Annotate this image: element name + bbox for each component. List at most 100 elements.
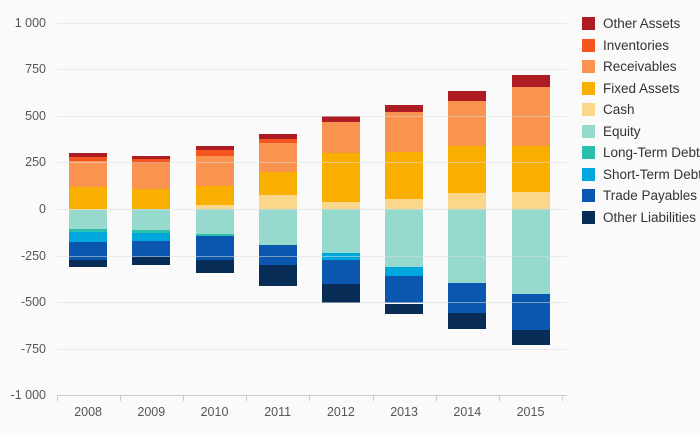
legend-label: Equity [603, 123, 641, 139]
bar-segment-2010-fixed-assets[interactable] [195, 186, 234, 205]
bar-segment-2008-fixed-assets[interactable] [69, 187, 108, 209]
bar-segment-2009-other-liabilities[interactable] [132, 257, 171, 265]
bar-segment-2014-receivables[interactable] [448, 101, 487, 146]
bar-segment-2012-receivables[interactable] [321, 122, 360, 154]
bar-segment-2014-other-assets[interactable] [448, 91, 487, 102]
bar-segment-2009-short-term-debt[interactable] [132, 232, 171, 242]
bar-segment-2014-equity[interactable] [448, 209, 487, 284]
legend-item-cash[interactable]: Cash [582, 103, 700, 116]
bar-segment-2015-other-liabilities[interactable] [511, 329, 550, 345]
bar-segment-2010-trade-payables[interactable] [195, 236, 234, 261]
y-axis-tick-label: 250 [25, 155, 46, 170]
bar-segment-2015-cash[interactable] [511, 192, 550, 209]
bar-segment-2014-cash[interactable] [448, 193, 487, 209]
bar-segment-2010-inventories[interactable] [195, 149, 234, 156]
bar-segment-2012-other-liabilities[interactable] [321, 284, 360, 304]
legend-swatch-equity [582, 124, 595, 138]
bar-segment-2011-fixed-assets[interactable] [258, 172, 297, 195]
bar-segment-2010-receivables[interactable] [195, 155, 234, 187]
legend-item-other-liabilities[interactable]: Other Liabilities [582, 209, 700, 225]
bar-segment-2013-equity[interactable] [385, 209, 424, 267]
bar-segment-2012-fixed-assets[interactable] [321, 153, 360, 202]
x-axis-tick [246, 395, 248, 402]
bar-segment-2008-long-term-debt[interactable] [69, 228, 108, 233]
y-axis-tick-label: 0 [39, 202, 46, 216]
bar-segment-2011-equity[interactable] [258, 209, 297, 245]
bar-segment-2015-trade-payables[interactable] [511, 293, 550, 330]
bar-segment-2011-inventories[interactable] [258, 139, 297, 144]
bar-segment-2010-other-assets[interactable] [195, 145, 234, 150]
bar-segment-2009-other-assets[interactable] [132, 155, 171, 159]
bar-segment-2013-cash[interactable] [385, 198, 424, 209]
bar-segment-2013-trade-payables[interactable] [385, 276, 424, 304]
bar-segment-2012-other-assets[interactable] [321, 116, 360, 123]
gridline [57, 348, 567, 350]
bar-segment-2009-equity[interactable] [132, 209, 171, 231]
legend-label: Cash [603, 102, 635, 117]
bar-segment-2008-trade-payables[interactable] [69, 241, 108, 260]
legend-item-other-assets[interactable]: Other Assets [582, 17, 700, 30]
bar-segment-2009-inventories[interactable] [132, 158, 171, 163]
legend-item-fixed-assets[interactable]: Fixed Assets [582, 80, 700, 96]
bar-segment-2012-cash[interactable] [321, 201, 360, 209]
x-axis-tick [56, 395, 58, 402]
legend-label: Inventories [603, 37, 670, 53]
bar-segment-2008-other-assets[interactable] [69, 153, 108, 157]
bar-segment-2009-long-term-debt[interactable] [132, 230, 171, 233]
bar-segment-2011-trade-payables[interactable] [258, 244, 297, 265]
bar-segment-2009-fixed-assets[interactable] [132, 188, 171, 209]
bar-segment-2013-fixed-assets[interactable] [385, 151, 424, 199]
bar-segment-2009-receivables[interactable] [132, 162, 171, 189]
bar-segment-2011-other-liabilities[interactable] [258, 264, 297, 287]
bar-segment-2011-cash[interactable] [258, 194, 297, 209]
legend-label: Fixed Assets [603, 80, 680, 96]
x-axis-tick [435, 395, 437, 402]
bar-segment-2010-equity[interactable] [195, 209, 234, 234]
x-axis-tick [309, 395, 311, 402]
gridline [57, 162, 567, 164]
bar-segment-2010-long-term-debt[interactable] [195, 233, 234, 237]
legend-item-inventories[interactable]: Inventories [582, 37, 700, 53]
legend-item-long-term-debt[interactable]: Long-Term Debt [582, 146, 700, 159]
y-axis-tick-label: -750 [20, 341, 46, 356]
gridline [57, 115, 567, 117]
legend-item-equity[interactable]: Equity [582, 123, 700, 139]
legend-swatch-cash [582, 103, 595, 116]
bar-segment-2008-short-term-debt[interactable] [69, 232, 108, 242]
legend-label: Other Liabilities [603, 209, 697, 225]
y-axis-tick-label: 1 000 [14, 15, 46, 30]
bar-segment-2011-other-assets[interactable] [258, 134, 297, 140]
bar-segment-2015-other-assets[interactable] [511, 74, 550, 87]
bar-segment-2012-short-term-debt[interactable] [321, 253, 360, 261]
bar-segment-2015-equity[interactable] [511, 209, 550, 294]
bar-segment-2012-trade-payables[interactable] [321, 260, 360, 285]
bar-segment-2012-equity[interactable] [321, 209, 360, 254]
legend-swatch-fixed-assets [582, 81, 595, 95]
legend-label: Short-Term Debt [603, 166, 700, 182]
bar-segment-2013-other-liabilities[interactable] [385, 303, 424, 314]
bar-segment-2010-other-liabilities[interactable] [195, 260, 234, 273]
gridline [57, 22, 567, 24]
bar-segment-2008-inventories[interactable] [69, 156, 108, 162]
bar-segment-2008-other-liabilities[interactable] [69, 259, 108, 268]
bar-segment-2014-fixed-assets[interactable] [448, 145, 487, 194]
bar-segment-2015-fixed-assets[interactable] [511, 145, 550, 193]
x-axis-tick [119, 395, 121, 402]
gridline [57, 302, 567, 304]
bar-segment-2009-trade-payables[interactable] [132, 241, 171, 258]
legend-swatch-other-liabilities [582, 210, 595, 224]
bar-segment-2014-trade-payables[interactable] [448, 283, 487, 313]
bar-segment-2011-receivables[interactable] [258, 143, 297, 173]
bar-segment-2008-receivables[interactable] [69, 161, 108, 188]
bar-segment-2013-short-term-debt[interactable] [385, 266, 424, 277]
bar-segment-2013-other-assets[interactable] [385, 104, 424, 112]
legend-item-receivables[interactable]: Receivables [582, 60, 700, 73]
bar-segment-2013-receivables[interactable] [385, 111, 424, 152]
bar-segment-2010-cash[interactable] [195, 204, 234, 209]
bar-segment-2008-equity[interactable] [69, 209, 108, 229]
legend-item-short-term-debt[interactable]: Short-Term Debt [582, 166, 700, 182]
bar-segment-2014-other-liabilities[interactable] [448, 312, 487, 330]
legend-item-trade-payables[interactable]: Trade Payables [582, 189, 700, 202]
x-axis-tick [372, 395, 374, 402]
